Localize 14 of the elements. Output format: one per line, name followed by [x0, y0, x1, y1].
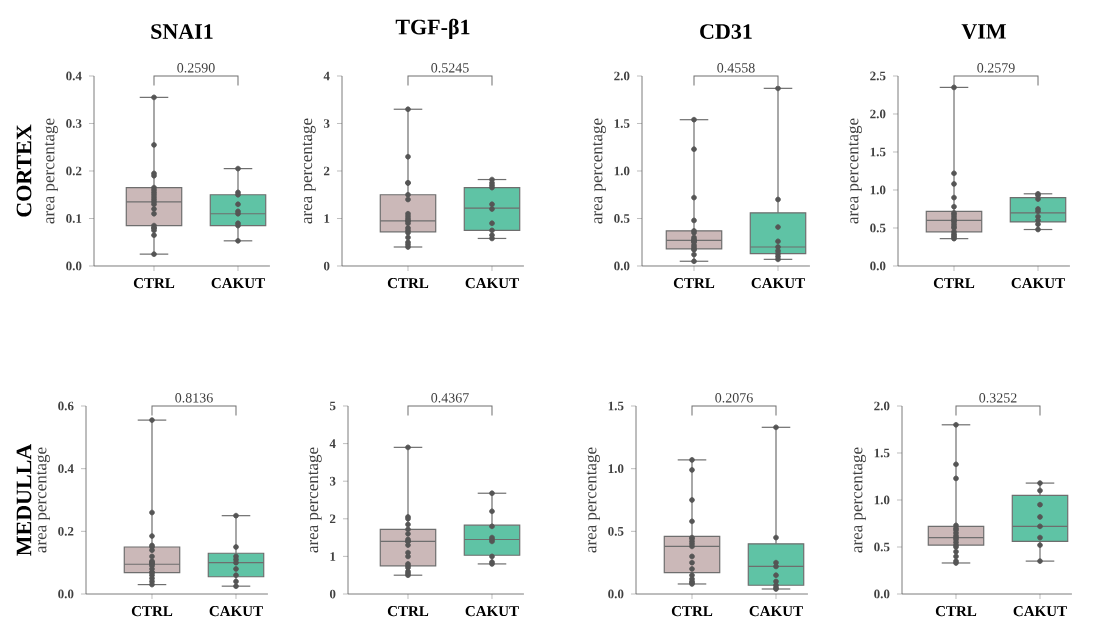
y-axis-title: area percentage	[592, 118, 606, 224]
y-axis-title: area percentage	[586, 447, 600, 553]
y-axis-title: area percentage	[852, 447, 866, 553]
text: MEDULLA	[16, 443, 32, 556]
y-axis-title: area percentage	[848, 118, 862, 224]
chart-title: TGF-β1	[395, 18, 470, 39]
y-axis-title: area percentage	[308, 447, 322, 553]
y-axis-title: area percentage	[36, 447, 50, 553]
y-axis-title: area percentage	[44, 118, 58, 224]
text: CORTEX	[16, 124, 32, 217]
chart-title: SNAI1	[151, 24, 213, 39]
chart-title: CD31	[700, 24, 752, 39]
chart-title: VIM	[961, 24, 1006, 39]
y-axis-title: area percentage	[302, 118, 316, 224]
